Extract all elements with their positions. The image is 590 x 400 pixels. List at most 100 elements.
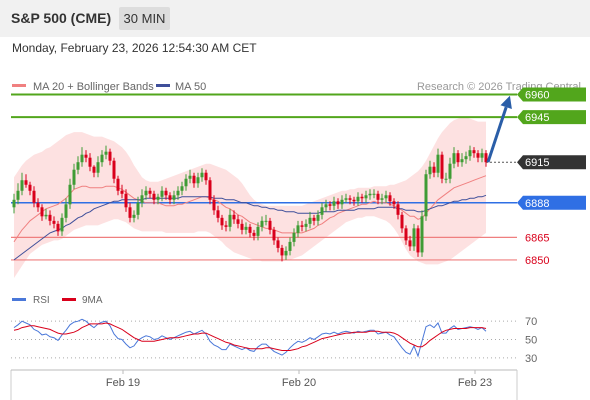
- candle-body: [156, 196, 160, 200]
- level-tag-6888: [517, 195, 586, 210]
- candle-body: [24, 180, 28, 185]
- candle-body: [432, 166, 436, 173]
- candle: [156, 193, 160, 205]
- x-tick-label-feb-20: Feb 20: [282, 377, 316, 389]
- candle: [464, 151, 468, 164]
- candle-body: [152, 193, 156, 200]
- ma20-legend-label: MA 20 + Bollinger Bands: [33, 81, 154, 93]
- candle: [328, 201, 332, 211]
- candle: [32, 186, 36, 208]
- candle-body: [160, 190, 164, 197]
- candle-body: [444, 178, 448, 180]
- candle-body: [480, 153, 484, 158]
- timeframe-badge[interactable]: 30 MIN: [119, 7, 170, 30]
- moving-averages: [13, 175, 487, 261]
- candle: [288, 237, 292, 256]
- candle: [468, 145, 472, 161]
- candle: [220, 214, 224, 230]
- candle-body: [136, 202, 140, 215]
- candle: [64, 198, 68, 223]
- candle-body: [52, 220, 56, 224]
- candle: [44, 208, 48, 220]
- level-label-6888: 6888: [525, 198, 549, 210]
- candle-body: [372, 193, 376, 195]
- candle-body: [472, 150, 476, 154]
- forecast-arrow-shaft: [486, 106, 508, 163]
- candle-body: [356, 196, 360, 202]
- ma9-legend-label: 9MA: [82, 295, 103, 306]
- candle-body: [256, 226, 260, 236]
- ma50-legend-label: MA 50: [175, 81, 206, 93]
- candle-body: [148, 190, 152, 194]
- candle-body: [308, 217, 312, 224]
- candle: [132, 210, 136, 223]
- candle-body: [368, 193, 372, 196]
- candle-body: [260, 220, 264, 227]
- candle-body: [268, 220, 272, 230]
- candle-body: [284, 250, 288, 256]
- candle: [416, 225, 420, 257]
- candle-body: [168, 195, 172, 200]
- candle: [92, 165, 96, 178]
- candle-body: [12, 199, 16, 208]
- candle: [392, 198, 396, 209]
- candle: [372, 189, 376, 199]
- candle: [296, 220, 300, 238]
- candle-body: [40, 207, 44, 217]
- candle: [284, 246, 288, 260]
- ma50-line: [13, 194, 487, 261]
- candle: [196, 172, 200, 188]
- candle: [76, 156, 80, 175]
- instrument-title: S&P 500 (CME): [11, 10, 112, 26]
- candle-body: [340, 199, 344, 205]
- candle-body: [204, 172, 208, 181]
- candle-body: [324, 204, 328, 208]
- candle-body: [180, 186, 184, 191]
- candle-body: [424, 174, 428, 217]
- candle: [408, 235, 412, 251]
- candle: [404, 225, 408, 245]
- candle: [96, 156, 100, 178]
- candle-body: [132, 214, 136, 218]
- candle-body: [388, 195, 392, 202]
- candle-body: [192, 175, 196, 184]
- candle-body: [464, 156, 468, 160]
- candle: [292, 228, 296, 247]
- candle: [128, 202, 132, 223]
- candle: [148, 187, 152, 199]
- candle: [424, 169, 428, 221]
- candle-body: [44, 214, 48, 217]
- candle: [436, 148, 440, 178]
- candle: [164, 187, 168, 200]
- candle: [280, 244, 284, 262]
- candle: [52, 216, 56, 229]
- candle: [48, 210, 52, 226]
- candle: [72, 163, 76, 190]
- candle-body: [336, 201, 340, 205]
- candle: [236, 214, 240, 229]
- candle: [260, 216, 264, 232]
- rsi-legend-swatch: [12, 298, 26, 301]
- candle: [204, 169, 208, 185]
- candle-body: [280, 247, 284, 256]
- candle-body: [128, 207, 132, 218]
- candle-body: [272, 229, 276, 241]
- candle-body: [332, 201, 336, 206]
- candle: [216, 205, 220, 223]
- candle: [400, 211, 404, 233]
- candle-body: [28, 184, 32, 191]
- candle: [180, 181, 184, 196]
- candle: [432, 162, 436, 178]
- candle-body: [384, 195, 388, 199]
- candle-body: [476, 153, 480, 158]
- candle: [16, 183, 20, 205]
- candle: [264, 214, 268, 226]
- candle-body: [400, 214, 404, 229]
- candle-body: [16, 190, 20, 200]
- forecast-arrow-head: [500, 95, 512, 109]
- candle: [456, 150, 460, 167]
- timestamp: Monday, February 23, 2026 12:54:30 AM CE…: [12, 41, 257, 55]
- candle: [232, 210, 236, 224]
- level-label-6915: 6915: [525, 157, 549, 169]
- candle: [88, 153, 92, 172]
